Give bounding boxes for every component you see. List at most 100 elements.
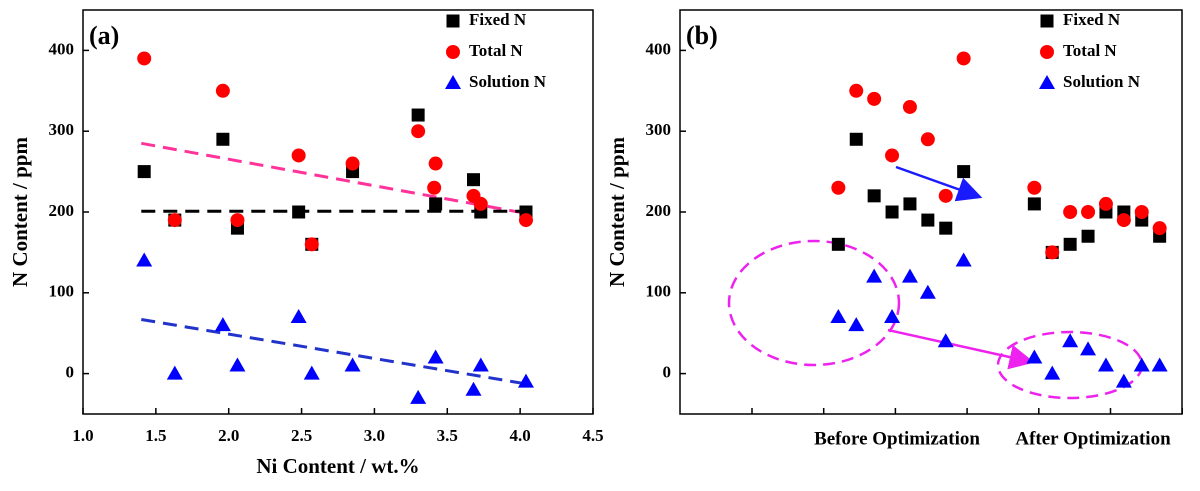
trend-line bbox=[141, 317, 528, 386]
point bbox=[216, 132, 230, 146]
point bbox=[467, 173, 481, 187]
legend-label: Fixed N bbox=[1063, 10, 1121, 29]
point bbox=[1026, 349, 1043, 364]
point bbox=[939, 221, 953, 235]
point bbox=[902, 99, 917, 114]
point bbox=[957, 165, 971, 179]
point bbox=[1133, 357, 1150, 372]
x-category-label: After Optimization bbox=[1015, 428, 1171, 449]
point bbox=[427, 180, 442, 195]
legend-label: Fixed N bbox=[469, 10, 527, 29]
point bbox=[1134, 205, 1149, 219]
point bbox=[1151, 357, 1168, 372]
arrow bbox=[895, 165, 983, 202]
point bbox=[849, 132, 863, 146]
point bbox=[1045, 245, 1060, 260]
legend-label: Solution N bbox=[1063, 72, 1141, 91]
point bbox=[472, 357, 489, 372]
y-tick-label: 200 bbox=[49, 201, 75, 220]
point bbox=[517, 373, 534, 388]
point bbox=[167, 213, 182, 228]
point bbox=[848, 317, 865, 332]
point bbox=[1116, 213, 1131, 228]
arrow bbox=[887, 328, 1035, 370]
point bbox=[304, 237, 319, 252]
y-tick-label: 400 bbox=[49, 39, 75, 58]
point bbox=[166, 365, 183, 380]
point bbox=[1063, 205, 1078, 219]
y-tick-label: 300 bbox=[646, 120, 672, 139]
panel-label: (b) bbox=[686, 21, 718, 50]
point bbox=[938, 188, 953, 203]
legend-marker bbox=[1039, 75, 1055, 89]
point bbox=[1098, 196, 1113, 211]
point bbox=[465, 381, 482, 396]
point bbox=[410, 389, 427, 404]
point bbox=[290, 309, 307, 324]
point bbox=[830, 309, 847, 324]
point bbox=[344, 357, 361, 372]
point bbox=[1062, 333, 1079, 348]
ellipse bbox=[727, 239, 901, 367]
point bbox=[1081, 205, 1096, 219]
point bbox=[1081, 229, 1095, 243]
point bbox=[885, 205, 899, 219]
legend-marker bbox=[1040, 45, 1054, 59]
x-tick-label: 3.0 bbox=[364, 426, 385, 445]
legend-label: Solution N bbox=[469, 72, 547, 91]
point bbox=[428, 156, 443, 171]
point bbox=[1152, 221, 1167, 236]
x-tick-label: 2.0 bbox=[218, 426, 239, 445]
point bbox=[866, 268, 883, 283]
point bbox=[1080, 341, 1097, 356]
point bbox=[473, 196, 488, 211]
point bbox=[921, 213, 935, 227]
point bbox=[214, 317, 231, 332]
point bbox=[411, 124, 426, 139]
x-axis-title: Ni Content / wt.% bbox=[256, 454, 419, 478]
y-tick-label: 0 bbox=[663, 363, 672, 382]
point bbox=[885, 148, 900, 163]
legend-marker bbox=[446, 14, 460, 28]
point bbox=[137, 165, 151, 179]
point bbox=[884, 309, 901, 324]
point bbox=[215, 83, 230, 98]
x-tick-label: 4.0 bbox=[510, 426, 531, 445]
point bbox=[303, 365, 320, 380]
legend-marker bbox=[1040, 14, 1054, 28]
point bbox=[345, 156, 360, 171]
point bbox=[1097, 357, 1114, 372]
point bbox=[867, 91, 882, 106]
point bbox=[849, 83, 864, 98]
y-axis-title: N Content / ppm bbox=[605, 137, 629, 287]
point bbox=[956, 51, 971, 66]
point bbox=[903, 197, 917, 211]
point bbox=[518, 213, 533, 228]
point bbox=[955, 252, 972, 267]
point bbox=[1044, 365, 1061, 380]
y-axis-title: N Content / ppm bbox=[8, 137, 32, 287]
point bbox=[429, 197, 443, 211]
point bbox=[291, 148, 306, 163]
point bbox=[1115, 373, 1132, 388]
x-category-label: Before Optimization bbox=[814, 428, 980, 449]
point bbox=[136, 252, 153, 267]
point bbox=[229, 357, 246, 372]
x-tick-label: 2.5 bbox=[291, 426, 312, 445]
point bbox=[1027, 197, 1041, 211]
point bbox=[230, 213, 245, 228]
point bbox=[867, 189, 881, 203]
y-tick-label: 200 bbox=[646, 201, 672, 220]
y-tick-label: 300 bbox=[49, 120, 75, 139]
point bbox=[937, 333, 954, 348]
point bbox=[901, 268, 918, 283]
x-tick-label: 3.5 bbox=[437, 426, 458, 445]
point bbox=[137, 51, 152, 66]
panel-label: (a) bbox=[89, 21, 119, 50]
point bbox=[292, 205, 306, 219]
x-tick-label: 1.5 bbox=[145, 426, 166, 445]
legend-marker bbox=[446, 45, 460, 59]
y-tick-label: 0 bbox=[66, 363, 75, 382]
y-tick-label: 400 bbox=[646, 39, 672, 58]
